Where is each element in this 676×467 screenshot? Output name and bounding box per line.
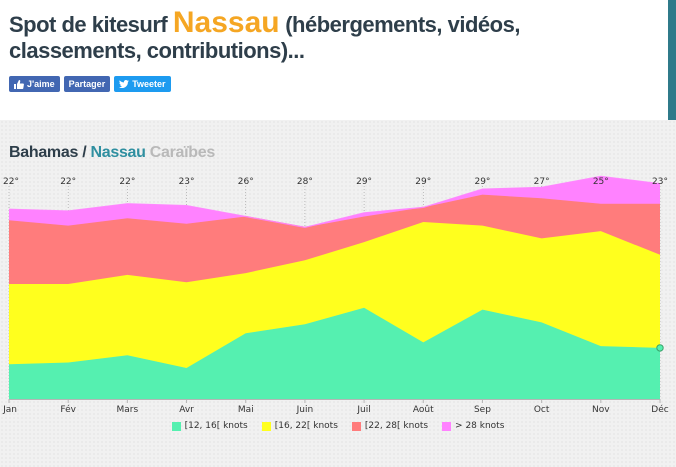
temperature-label: 22° [3, 177, 19, 187]
month-label: Mars [117, 405, 139, 415]
thumbs-up-icon [14, 79, 24, 89]
month-label: Oct [534, 405, 550, 415]
twitter-bird-icon [119, 80, 130, 88]
legend-label: > 28 knots [455, 421, 505, 431]
tweet-button[interactable]: Tweeter [114, 76, 171, 92]
temperature-label: 22° [60, 177, 76, 187]
legend-swatch [442, 421, 452, 431]
series-area-2 [9, 222, 660, 368]
temperature-label: 22° [119, 177, 135, 187]
accent-bar [668, 0, 676, 120]
month-label: Déc [651, 404, 668, 415]
month-label: Août [413, 405, 434, 415]
temperature-label: 27° [534, 177, 550, 187]
series-area-3 [9, 194, 660, 284]
breadcrumb: Bahamas / Nassau Caraïbes [9, 144, 215, 162]
breadcrumb-separator: / [78, 144, 91, 161]
month-label: Juil [356, 405, 370, 415]
month-label: Avr [179, 405, 194, 415]
like-button[interactable]: J'aime [9, 76, 60, 92]
month-label: Juin [296, 405, 314, 415]
legend-label: [22, 28[ knots [364, 421, 429, 431]
temperature-label: 23° [179, 177, 195, 187]
legend-swatch [351, 421, 361, 431]
month-label: Mai [238, 405, 254, 415]
share-button[interactable]: Partager [63, 76, 111, 92]
breadcrumb-region[interactable]: Caraïbes [149, 144, 216, 161]
spot-name: Nassau [172, 6, 280, 39]
title-prefix: Spot de kitesurf [9, 12, 173, 37]
legend-item-1[interactable]: [12, 16[ knots [171, 421, 248, 431]
like-label: J'aime [27, 79, 55, 89]
month-label: Fév [60, 404, 76, 415]
temperature-label: 29° [356, 177, 372, 187]
breadcrumb-country[interactable]: Bahamas [9, 144, 79, 161]
breadcrumb-spot[interactable]: Nassau [90, 144, 146, 161]
temperature-label: 26° [238, 177, 254, 187]
legend-item-4[interactable]: > 28 knots [442, 421, 504, 431]
legend-label: [12, 16[ knots [184, 421, 248, 431]
month-label: Jan [2, 405, 17, 415]
temperature-label: 25° [593, 177, 609, 187]
legend-item-3[interactable]: [22, 28[ knots [351, 421, 429, 431]
legend-item-2[interactable]: [16, 22[ knots [261, 421, 338, 431]
series-area-1 [9, 307, 660, 399]
legend-swatch [261, 421, 271, 431]
chart-legend: [12, 16[ knots [16, 22[ knots [22, 28[ kno… [0, 421, 676, 431]
wind-stacked-area-chart: 22° 22° 22° 23° 26° 28° 29° 29° 29° 27° 25° 23° Jan F… [2, 175, 669, 415]
temperature-label: 29° [474, 177, 490, 187]
temperature-label: 28° [297, 177, 313, 187]
social-buttons: J'aime Partager Tweeter [9, 76, 171, 92]
month-label: Nov [592, 405, 610, 415]
series-end-marker [656, 344, 664, 352]
share-label: Partager [68, 79, 106, 89]
series-line-4 [8, 175, 661, 229]
temperature-label: 29° [415, 177, 431, 187]
legend-label: [16, 22[ knots [274, 421, 338, 431]
title-suffix: (hébergements, vidéos, classements, cont… [9, 12, 520, 63]
month-label: Sep [474, 405, 491, 415]
legend-swatch [171, 421, 181, 431]
page-title: Spot de kitesurf Nassau (hébergements, v… [9, 8, 569, 64]
temperature-label: 23° [652, 177, 668, 187]
tweet-label: Tweeter [132, 79, 166, 89]
page-header: Spot de kitesurf Nassau (hébergements, v… [0, 0, 676, 120]
